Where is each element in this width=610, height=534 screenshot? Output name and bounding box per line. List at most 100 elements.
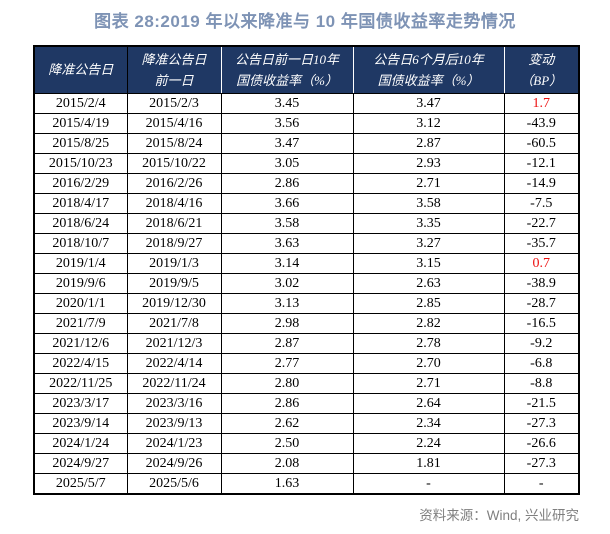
table-cell: -7.5: [503, 193, 580, 214]
table-cell: -38.9: [503, 273, 580, 294]
table-cell: 3.58: [352, 193, 505, 214]
table-cell: 2.87: [220, 333, 354, 354]
table-cell: 2.93: [352, 153, 505, 174]
table-cell: 2022/11/25: [33, 373, 128, 394]
table-cell: 2020/1/1: [33, 293, 128, 314]
column-header-change-bp: 变动 （BP）: [503, 45, 580, 94]
table-cell: 2018/6/24: [33, 213, 128, 234]
table-cell: 2015/8/25: [33, 133, 128, 154]
table-cell: -26.6: [503, 433, 580, 454]
table-cell: -35.7: [503, 233, 580, 254]
table-cell: 2016/2/29: [33, 173, 128, 194]
table-cell: 2018/9/27: [126, 233, 222, 254]
table-cell: 1.81: [352, 453, 505, 474]
table-cell: 2023/9/14: [33, 413, 128, 434]
table-cell: -14.9: [503, 173, 580, 194]
table-cell: 2021/12/6: [33, 333, 128, 354]
table-cell: 2022/4/15: [33, 353, 128, 374]
table-cell: 2016/2/26: [126, 173, 222, 194]
table-row: 2024/9/27 2024/9/26 2.08 1.81 -27.3: [33, 453, 580, 474]
table-cell: 2.63: [352, 273, 505, 294]
table-cell: 2025/5/7: [33, 473, 128, 495]
table-cell: 3.14: [220, 253, 354, 274]
table-row: 2016/2/29 2016/2/26 2.86 2.71 -14.9: [33, 173, 580, 194]
table-cell: 2.08: [220, 453, 354, 474]
table-cell: 2023/3/17: [33, 393, 128, 414]
table-cell: -60.5: [503, 133, 580, 154]
table-row: 2021/7/9 2021/7/8 2.98 2.82 -16.5: [33, 313, 580, 334]
table-cell: 2022/4/14: [126, 353, 222, 374]
table-cell: 2019/12/30: [126, 293, 222, 314]
table-cell: -12.1: [503, 153, 580, 174]
table-cell: 2.85: [352, 293, 505, 314]
table-cell: -6.8: [503, 353, 580, 374]
table-cell: -21.5: [503, 393, 580, 414]
table-row: 2018/10/7 2018/9/27 3.63 3.27 -35.7: [33, 233, 580, 254]
table-cell: 1.63: [220, 473, 354, 495]
table-cell: 2.64: [352, 393, 505, 414]
table-cell: 2018/10/7: [33, 233, 128, 254]
table-row: 2024/1/24 2024/1/23 2.50 2.24 -26.6: [33, 433, 580, 454]
table-cell: 2018/4/17: [33, 193, 128, 214]
table-cell: 2021/12/3: [126, 333, 222, 354]
table-row: 2015/2/4 2015/2/3 3.45 3.47 1.7: [33, 93, 580, 114]
table-cell: 2025/5/6: [126, 473, 222, 495]
table-row: 2019/9/6 2019/9/5 3.02 2.63 -38.9: [33, 273, 580, 294]
table-row: 2015/10/23 2015/10/22 3.05 2.93 -12.1: [33, 153, 580, 174]
table-cell: 3.27: [352, 233, 505, 254]
table-cell: 2024/1/24: [33, 433, 128, 454]
table-cell: 2019/9/5: [126, 273, 222, 294]
table-cell: 3.56: [220, 113, 354, 134]
table-row: 2023/9/14 2023/9/13 2.62 2.34 -27.3: [33, 413, 580, 434]
table-row: 2021/12/6 2021/12/3 2.87 2.78 -9.2: [33, 333, 580, 354]
table-cell: 2015/2/3: [126, 93, 222, 114]
table-cell: -: [352, 473, 505, 495]
table-body: 2015/2/4 2015/2/3 3.45 3.47 1.7 2015/4/19 2015…: [33, 93, 580, 495]
table-cell: 1.7: [503, 93, 580, 114]
table-cell: 3.12: [352, 113, 505, 134]
table-cell: -8.8: [503, 373, 580, 394]
table-cell: 3.58: [220, 213, 354, 234]
table-cell: 2.71: [352, 173, 505, 194]
table-row: 2025/5/7 2025/5/6 1.63- -: [33, 473, 580, 495]
table-cell: -43.9: [503, 113, 580, 134]
table-cell: 2021/7/9: [33, 313, 128, 334]
table-cell: -28.7: [503, 293, 580, 314]
table-row: 2023/3/17 2023/3/16 2.86 2.64 -21.5: [33, 393, 580, 414]
table-row: 2015/8/25 2015/8/24 3.47 2.87 -60.5: [33, 133, 580, 154]
table-cell: 3.13: [220, 293, 354, 314]
table-cell: 2021/7/8: [126, 313, 222, 334]
table-cell: 3.47: [220, 133, 354, 154]
table-cell: 2.86: [220, 173, 354, 194]
table-row: 2022/11/25 2022/11/24 2.80 2.71 -8.8: [33, 373, 580, 394]
table-cell: 2.34: [352, 413, 505, 434]
table-cell: 2024/9/27: [33, 453, 128, 474]
table-row: 2020/1/1 2019/12/30 3.13 2.85 -28.7: [33, 293, 580, 314]
table-cell: 2.78: [352, 333, 505, 354]
table-cell: 2024/1/23: [126, 433, 222, 454]
column-header-prev-day: 降准公告日 前一日: [126, 45, 222, 94]
table-cell: 2015/10/22: [126, 153, 222, 174]
table-cell: 3.45: [220, 93, 354, 114]
table-cell: 2.50: [220, 433, 354, 454]
header-row: 降准公告日 降准公告日 前一日 公告日前一日10年 国债收益率（%） 公告日6个…: [33, 45, 580, 94]
column-header-yield-before: 公告日前一日10年 国债收益率（%）: [220, 45, 354, 94]
table-cell: 0.7: [503, 253, 580, 274]
table-cell: 2019/9/6: [33, 273, 128, 294]
table-cell: 2023/9/13: [126, 413, 222, 434]
figure-title: 图表 28:2019 年以来降准与 10 年国债收益率走势情况: [94, 12, 516, 31]
table-cell: 2015/8/24: [126, 133, 222, 154]
table-cell: 2.24: [352, 433, 505, 454]
table-cell: 2024/9/26: [126, 453, 222, 474]
table-cell: -9.2: [503, 333, 580, 354]
column-header-announce-date: 降准公告日: [33, 45, 128, 94]
table-cell: -: [503, 473, 580, 495]
table-cell: 2018/4/16: [126, 193, 222, 214]
table-cell: 3.02: [220, 273, 354, 294]
table-row: 2019/1/4 2019/1/3 3.14 3.15 0.7: [33, 253, 580, 274]
table-cell: 3.63: [220, 233, 354, 254]
table-cell: 2015/4/19: [33, 113, 128, 134]
table-cell: -27.3: [503, 413, 580, 434]
table-cell: 2.82: [352, 313, 505, 334]
table-row: 2015/4/19 2015/4/16 3.56 3.12 -43.9: [33, 113, 580, 134]
